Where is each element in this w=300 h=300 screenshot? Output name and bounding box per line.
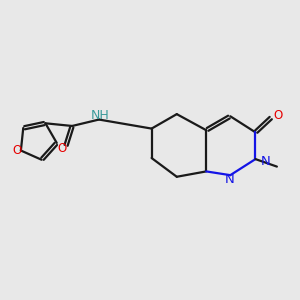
Text: O: O	[274, 109, 283, 122]
Text: N: N	[225, 173, 235, 187]
Text: NH: NH	[91, 109, 110, 122]
Text: N: N	[260, 155, 270, 168]
Text: O: O	[57, 142, 67, 155]
Text: O: O	[13, 144, 22, 157]
